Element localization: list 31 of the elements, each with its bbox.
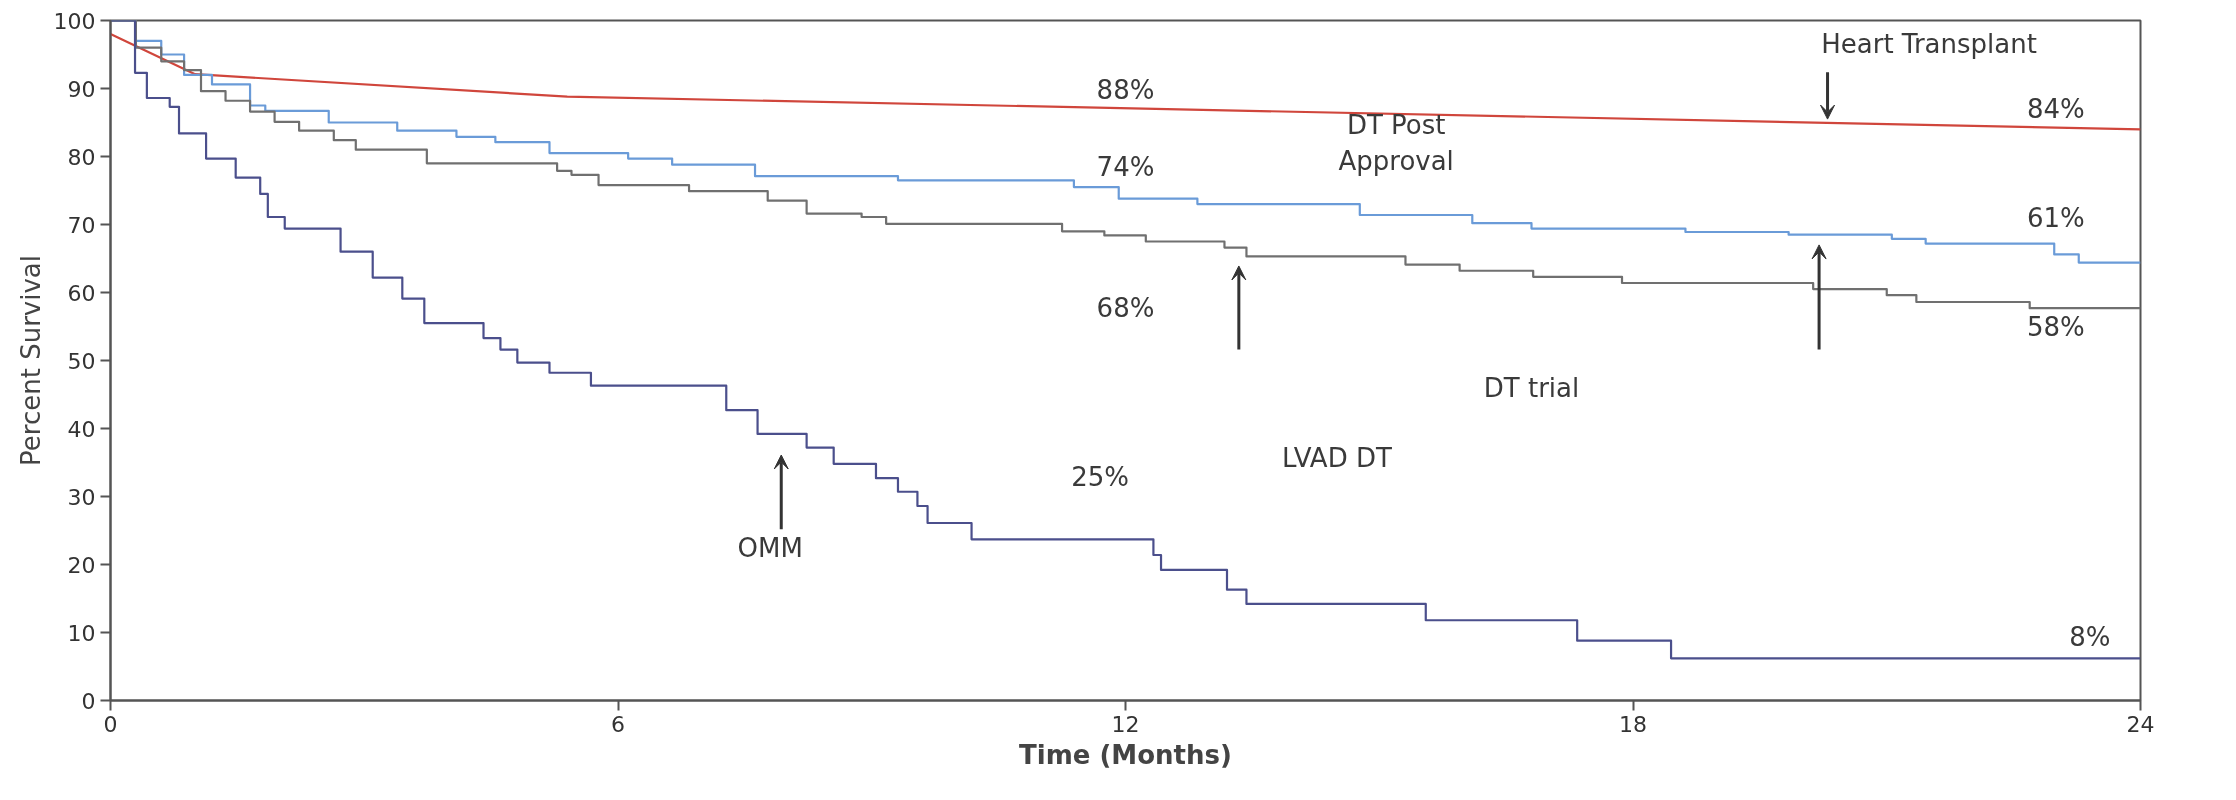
annotation: 58% [2027,311,2085,342]
annotation: OMM [737,532,803,563]
annotation: 84% [2027,93,2085,124]
annotation: Heart Transplant [1821,28,2037,59]
annotation: 74% [1096,151,1155,182]
y-tick-label: 100 [53,8,96,34]
annotation: 25% [1071,462,1130,493]
x-tick-label: 0 [103,711,118,737]
annotation: 61% [2027,202,2085,233]
x-axis-title: Time (Months) [1019,739,1232,770]
annotation: 88% [1096,74,1155,105]
annotation: LVAD DT [1282,442,1392,473]
y-tick-label: 90 [67,76,96,102]
x-tick-label: 6 [611,711,625,737]
y-tick-label: 50 [67,348,96,374]
y-tick-label: 80 [67,144,96,170]
annotation: 68% [1096,293,1155,324]
x-tick-label: 24 [2126,711,2155,737]
y-tick-label: 30 [67,484,96,510]
y-tick-label: 0 [81,688,96,714]
y-tick-label: 40 [67,416,96,442]
annotation: 8% [2069,621,2111,652]
y-tick-label: 60 [67,280,96,306]
y-tick-label: 10 [67,620,96,646]
y-axis-title: Percent Survival [15,255,46,466]
annotation: DT trial [1483,372,1580,403]
x-tick-label: 18 [1619,711,1647,737]
y-tick-label: 20 [67,552,96,578]
annotation: DT Post Approval [1338,109,1454,176]
y-tick-label: 70 [67,212,96,238]
x-tick-label: 12 [1111,711,1140,737]
